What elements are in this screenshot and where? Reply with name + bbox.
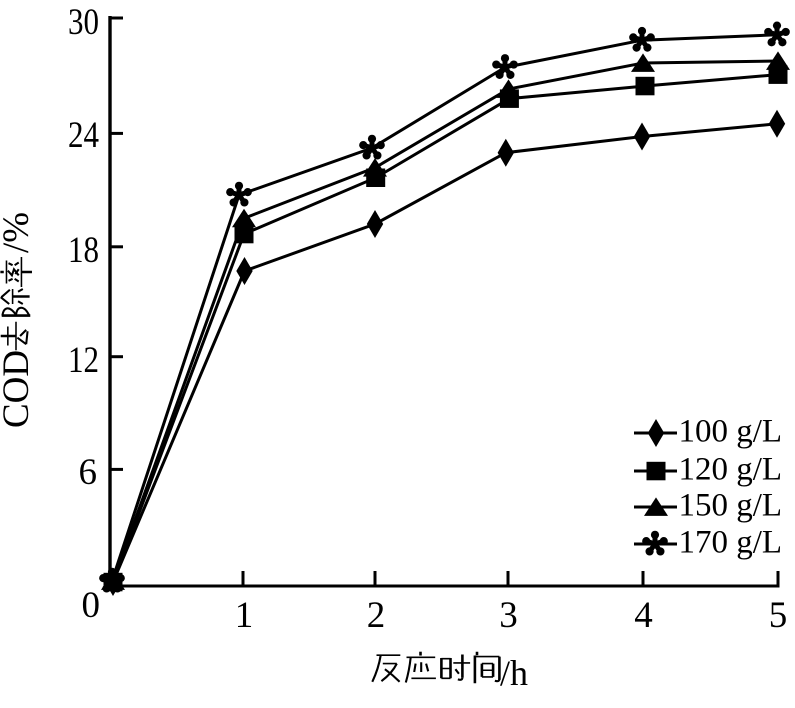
svg-text:6: 6 [79, 452, 98, 493]
svg-text:18: 18 [68, 230, 99, 271]
svg-text:24: 24 [68, 115, 99, 156]
svg-text:/%: /% [0, 212, 37, 253]
svg-text:/h: /h [500, 653, 528, 693]
svg-text:1: 1 [235, 595, 254, 636]
svg-text:2: 2 [367, 595, 386, 636]
svg-text:4: 4 [634, 595, 653, 636]
svg-text:12: 12 [68, 340, 99, 381]
svg-text:30: 30 [68, 2, 99, 43]
svg-text:3: 3 [499, 595, 518, 636]
svg-text:COD: COD [0, 350, 37, 428]
svg-text:100 g/L: 100 g/L [679, 414, 783, 450]
svg-text:150 g/L: 150 g/L [679, 488, 783, 524]
svg-text:0: 0 [82, 585, 101, 626]
svg-text:170 g/L: 170 g/L [679, 525, 783, 561]
svg-text:5: 5 [769, 595, 788, 636]
svg-text:120 g/L: 120 g/L [679, 452, 783, 488]
